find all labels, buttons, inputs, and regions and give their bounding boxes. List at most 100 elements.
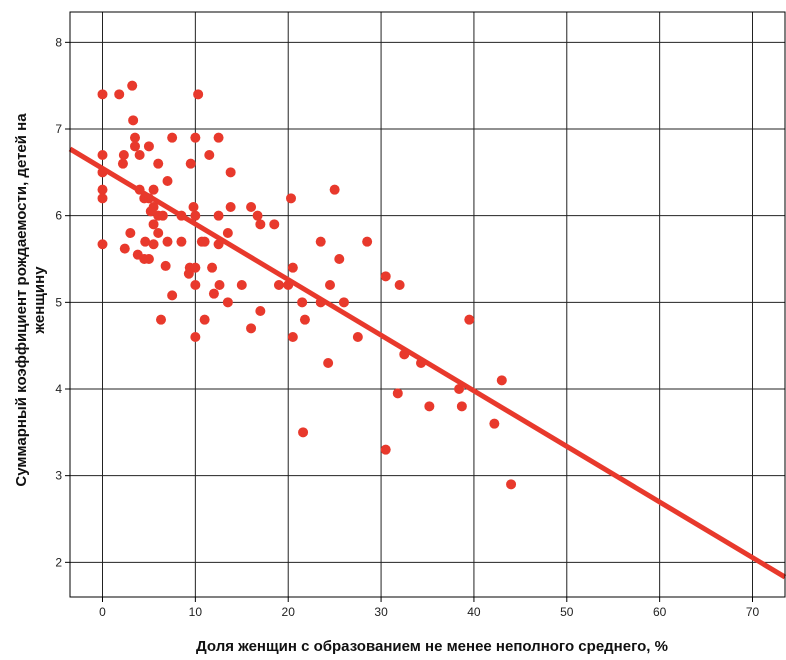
data-point-67 [255,219,266,230]
plot-frame [69,11,786,598]
data-points [97,80,517,490]
data-point-36 [162,176,173,186]
data-point-37 [167,132,178,143]
data-point-48 [162,236,173,247]
data-point-75 [287,262,298,273]
data-point-57 [222,228,233,238]
data-point-38 [185,158,196,169]
data-point-88 [298,427,309,438]
data-point-43 [225,167,236,178]
data-point-56 [225,202,236,212]
x-tick-label-30: 30 [374,605,388,619]
x-tick-label-10: 10 [189,605,203,619]
data-point-86 [352,332,363,342]
data-point-41 [213,132,224,143]
data-point-78 [299,314,310,325]
y-tick-label-4: 4 [55,382,62,396]
data-point-65 [246,202,257,212]
data-point-51 [190,262,201,273]
data-point-59 [207,262,218,273]
data-point-69 [236,280,247,290]
data-point-74 [286,193,296,204]
data-point-101 [506,479,517,490]
y-tick-label-2: 2 [55,555,62,569]
data-point-9 [130,132,140,143]
data-point-18 [148,184,159,195]
y-tick-labels: 2 3 4 5 6 7 8 [55,35,70,569]
x-tick-label-40: 40 [467,605,481,619]
data-point-0 [97,89,108,100]
data-point-82 [329,184,340,195]
data-point-7 [127,80,138,91]
y-tick-label-5: 5 [55,295,62,309]
data-point-97 [456,401,467,412]
y-tick-label-3: 3 [55,469,62,483]
data-point-29 [119,243,130,254]
data-point-28 [140,236,151,247]
data-point-63 [199,314,210,325]
data-point-34 [156,314,166,325]
data-point-11 [118,150,129,160]
data-point-90 [394,280,405,290]
data-point-100 [496,375,507,386]
data-point-87 [323,358,334,368]
data-point-68 [269,219,280,230]
data-point-45 [190,210,201,221]
data-point-8 [128,115,139,126]
data-point-72 [273,280,284,290]
data-point-24 [145,206,156,217]
x-tick-label-70: 70 [746,605,760,619]
y-tick-label-8: 8 [55,35,62,49]
x-tick-label-20: 20 [282,605,296,619]
x-tick-label-60: 60 [653,605,667,619]
data-point-47 [176,236,187,247]
data-point-25 [157,210,168,221]
x-axis-title: Доля женщин с образованием не менее непо… [196,638,668,655]
data-point-60 [208,288,219,299]
data-point-52 [190,280,201,290]
data-point-85 [362,236,373,247]
data-point-33 [160,260,171,271]
data-point-89 [380,271,391,282]
data-point-27 [148,239,159,250]
data-point-94 [424,401,435,412]
data-point-5 [97,239,108,250]
y-axis-title-line1: Суммарный коэффициент рождаемости, детей… [13,113,30,487]
data-point-10 [130,141,140,152]
data-point-40 [193,89,204,100]
data-point-26 [125,228,136,238]
data-point-32 [143,254,154,264]
data-point-77 [287,332,298,342]
y-tick-label-6: 6 [55,209,62,223]
data-point-19 [153,158,164,169]
data-point-6 [114,89,125,100]
data-point-81 [325,280,335,290]
data-point-44 [188,202,199,212]
data-point-42 [204,150,215,160]
data-point-4 [97,193,108,204]
data-point-14 [143,141,154,152]
grid-lines [70,12,785,597]
y-tick-label-7: 7 [55,122,62,136]
data-point-79 [315,236,326,247]
data-point-84 [338,297,349,308]
data-point-70 [255,306,266,316]
data-point-35 [167,290,178,301]
data-point-98 [464,314,475,325]
y-axis-title-line2: женщину [31,266,48,335]
data-point-23 [153,228,164,238]
x-tick-label-50: 50 [560,605,574,619]
data-point-95 [380,444,391,455]
data-point-64 [190,332,201,342]
data-point-39 [190,132,201,143]
regression-line [68,146,786,580]
data-point-76 [297,297,308,308]
data-point-71 [246,323,257,334]
x-tick-labels: 0 10 20 30 40 50 60 70 [99,597,759,619]
data-point-66 [252,210,263,221]
data-point-96 [454,384,465,394]
data-point-13 [134,150,145,160]
data-point-99 [489,418,500,429]
